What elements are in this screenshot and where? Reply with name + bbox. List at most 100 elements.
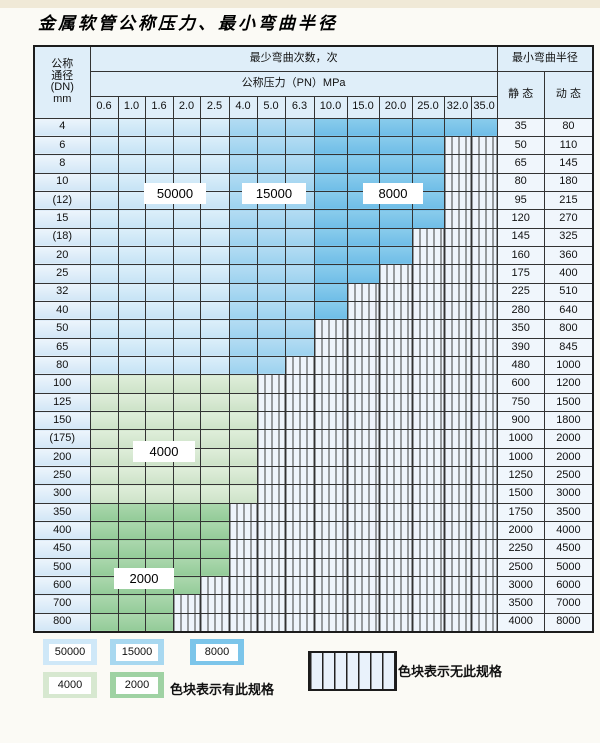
spec-unavailable-cell <box>470 466 498 486</box>
spec-available-cell <box>228 154 258 174</box>
pressure-header-cell: 35.0 <box>470 95 498 119</box>
spec-unavailable-cell <box>228 502 258 523</box>
spec-unavailable-cell <box>443 190 472 211</box>
dn-column-header: 公称 通径 (DN) mm <box>33 45 91 119</box>
spec-unavailable-cell <box>313 521 348 541</box>
spec-available-cell <box>228 355 258 376</box>
spec-unavailable-cell <box>346 282 380 302</box>
pressure-header-cell: 4.0 <box>228 95 258 119</box>
dynamic-radius-cell: 845 <box>543 337 594 357</box>
spec-unavailable-cell <box>470 521 498 541</box>
legend-swatch-8000: 8000 <box>190 639 244 665</box>
spec-unavailable-cell <box>378 502 413 523</box>
spec-available-cell <box>284 117 315 137</box>
spec-available-cell <box>144 594 174 614</box>
spec-unavailable-cell <box>470 484 498 504</box>
legend-swatch-label: 15000 <box>116 643 158 661</box>
static-radius-cell: 1750 <box>496 502 545 523</box>
spec-available-cell <box>470 117 498 137</box>
spec-unavailable-cell <box>378 337 413 357</box>
legend-swatch-15000: 15000 <box>110 639 164 665</box>
spec-unavailable-cell <box>411 245 445 266</box>
spec-available-cell <box>144 117 174 137</box>
spec-available-cell <box>284 319 315 339</box>
spec-unavailable-cell <box>411 392 445 413</box>
spec-available-cell <box>256 117 286 137</box>
spec-available-cell <box>228 264 258 284</box>
dynamic-radius-cell: 1000 <box>543 355 594 376</box>
spec-unavailable-cell <box>443 557 472 578</box>
spec-unavailable-cell <box>378 392 413 413</box>
spec-unavailable-cell <box>346 557 380 578</box>
spec-unavailable-cell <box>470 410 498 431</box>
spec-unavailable-cell <box>346 612 380 633</box>
spec-available-cell <box>411 135 445 156</box>
pressure-header-cell: 1.0 <box>117 95 146 119</box>
spec-unavailable-cell <box>443 227 472 247</box>
spec-available-cell <box>117 190 146 211</box>
zone-label-8000: 8000 <box>363 183 423 204</box>
spec-unavailable-cell <box>443 282 472 302</box>
spec-available-cell <box>89 612 119 633</box>
spec-available-cell <box>378 245 413 266</box>
spec-unavailable-cell <box>256 392 286 413</box>
spec-unavailable-cell <box>284 521 315 541</box>
dn-cell: 8 <box>33 154 91 174</box>
spec-available-cell <box>256 264 286 284</box>
legend-swatch-label: 50000 <box>49 643 91 661</box>
spec-unavailable-cell <box>443 576 472 596</box>
static-radius-cell: 1000 <box>496 429 545 449</box>
spec-available-cell <box>144 300 174 321</box>
spec-unavailable-cell <box>470 209 498 229</box>
spec-unavailable-cell <box>443 521 472 541</box>
spec-unavailable-cell <box>313 484 348 504</box>
table-row: 400 2000 4000 <box>33 521 594 541</box>
spec-available-cell <box>172 154 201 174</box>
spec-available-cell <box>346 154 380 174</box>
spec-available-cell <box>346 264 380 284</box>
spec-unavailable-cell <box>256 557 286 578</box>
spec-available-cell <box>172 337 201 357</box>
spec-unavailable-cell <box>378 466 413 486</box>
dn-cell: 6 <box>33 135 91 156</box>
pressure-header-cell: 1.6 <box>144 95 174 119</box>
spec-available-cell <box>228 227 258 247</box>
dynamic-radius-cell: 145 <box>543 154 594 174</box>
dn-cell: 350 <box>33 502 91 523</box>
spec-unavailable-cell <box>199 612 230 633</box>
dynamic-radius-cell: 400 <box>543 264 594 284</box>
spec-available-cell <box>199 557 230 578</box>
spec-unavailable-cell <box>378 264 413 284</box>
spec-available-cell <box>378 117 413 137</box>
spec-unavailable-cell <box>313 612 348 633</box>
spec-available-cell <box>199 429 230 449</box>
spec-available-cell <box>284 135 315 156</box>
spec-unavailable-cell <box>443 172 472 192</box>
spec-available-cell <box>89 521 119 541</box>
spec-available-cell <box>256 154 286 174</box>
static-radius-cell: 120 <box>496 209 545 229</box>
spec-table: 公称 通径 (DN) mm 最少弯曲次数，次 最小弯曲半径 公称压力（PN）MP… <box>33 45 595 633</box>
spec-unavailable-cell <box>346 410 380 431</box>
spec-unavailable-cell <box>411 282 445 302</box>
spec-unavailable-cell <box>284 594 315 614</box>
dn-cell: 700 <box>33 594 91 614</box>
spec-available-cell <box>228 282 258 302</box>
spec-available-cell <box>313 190 348 211</box>
dn-cell: 400 <box>33 521 91 541</box>
spec-available-cell <box>378 135 413 156</box>
spec-unavailable-cell <box>313 392 348 413</box>
spec-unavailable-cell <box>228 612 258 633</box>
dynamic-radius-cell: 80 <box>543 117 594 137</box>
dynamic-radius-cell: 4500 <box>543 539 594 559</box>
spec-available-cell <box>256 300 286 321</box>
legend-swatch-4000: 4000 <box>43 672 97 698</box>
spec-available-cell <box>172 135 201 156</box>
spec-unavailable-cell <box>346 429 380 449</box>
spec-unavailable-cell <box>443 337 472 357</box>
spec-unavailable-cell <box>443 264 472 284</box>
pressure-header-cell: 25.0 <box>411 95 445 119</box>
spec-unavailable-cell <box>346 594 380 614</box>
dn-cell: 40 <box>33 300 91 321</box>
